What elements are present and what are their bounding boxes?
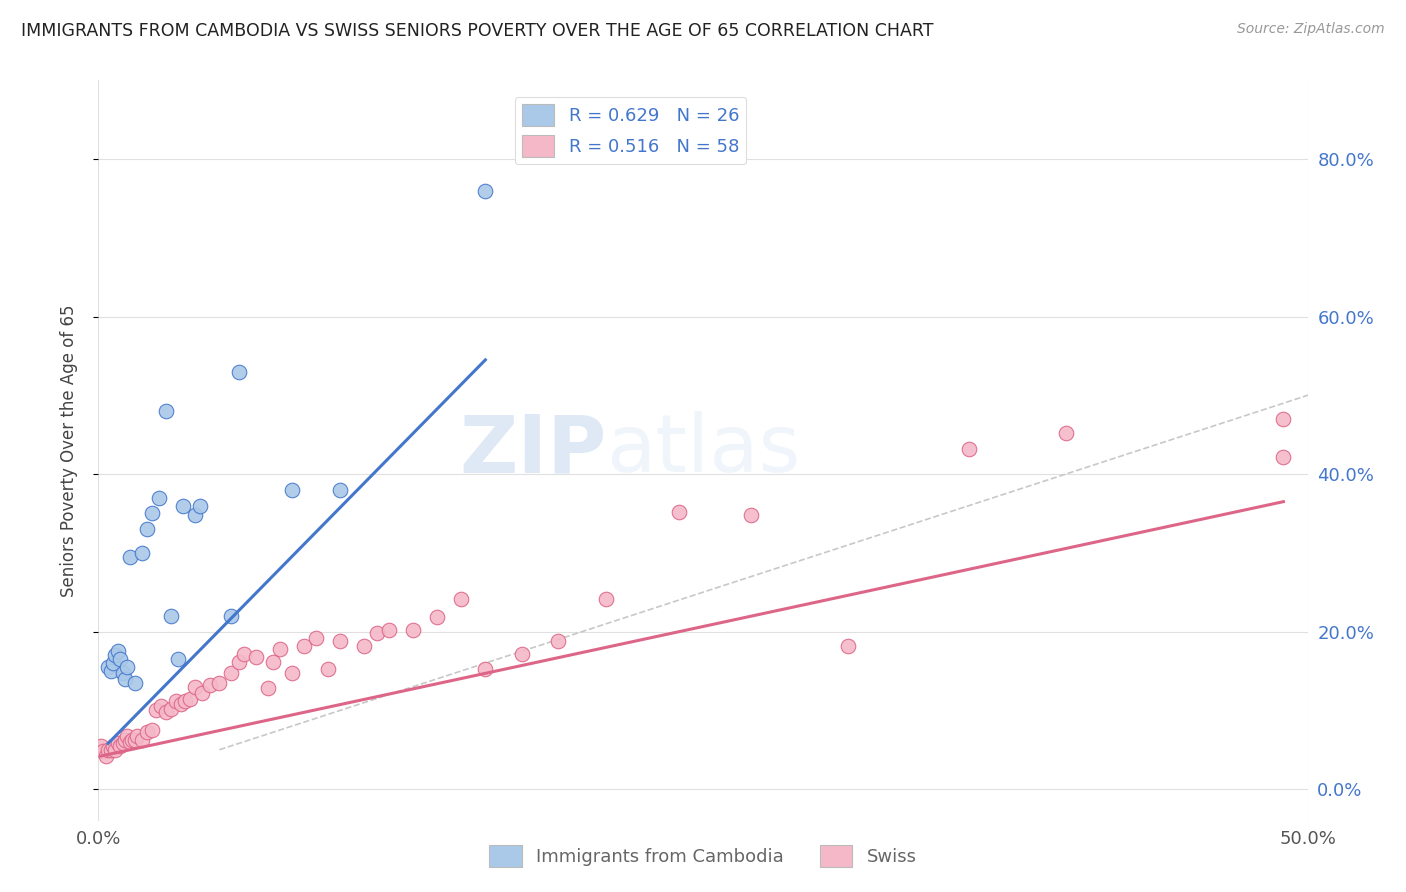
Point	[232, 647, 254, 661]
Point	[172, 499, 194, 513]
Point	[402, 623, 425, 637]
Point	[228, 365, 250, 379]
Y-axis label: Seniors Poverty Over the Age of 65: Seniors Poverty Over the Age of 65	[59, 304, 77, 597]
Point	[121, 733, 143, 747]
Point	[165, 694, 187, 708]
Point	[179, 691, 201, 706]
Legend: Immigrants from Cambodia, Swiss: Immigrants from Cambodia, Swiss	[482, 838, 924, 874]
Point	[188, 499, 211, 513]
Point	[366, 626, 388, 640]
Point	[329, 483, 352, 497]
Point	[377, 623, 399, 637]
Point	[668, 505, 690, 519]
Point	[114, 733, 136, 747]
Point	[117, 660, 139, 674]
Point	[111, 736, 134, 750]
Point	[160, 702, 183, 716]
Point	[118, 549, 141, 564]
Point	[100, 664, 122, 678]
Point	[167, 652, 190, 666]
Point	[281, 483, 304, 497]
Point	[97, 743, 120, 757]
Point	[281, 665, 304, 680]
Point	[957, 442, 980, 456]
Point	[127, 729, 149, 743]
Point	[150, 699, 173, 714]
Point	[114, 672, 136, 686]
Point	[160, 608, 183, 623]
Point	[426, 610, 449, 624]
Point	[91, 744, 114, 758]
Point	[184, 508, 207, 522]
Point	[104, 648, 127, 663]
Point	[107, 736, 129, 750]
Point	[474, 184, 496, 198]
Point	[145, 703, 167, 717]
Point	[228, 655, 250, 669]
Text: atlas: atlas	[606, 411, 800, 490]
Point	[90, 739, 112, 753]
Point	[305, 631, 328, 645]
Point	[262, 655, 284, 669]
Point	[256, 681, 278, 696]
Point	[117, 729, 139, 743]
Point	[108, 652, 131, 666]
Point	[97, 660, 120, 674]
Point	[595, 591, 617, 606]
Point	[131, 733, 153, 747]
Point	[100, 743, 122, 757]
Point	[101, 739, 124, 753]
Point	[104, 743, 127, 757]
Point	[174, 694, 197, 708]
Point	[221, 665, 243, 680]
Point	[141, 723, 163, 737]
Point	[353, 639, 375, 653]
Point	[101, 656, 124, 670]
Text: IMMIGRANTS FROM CAMBODIA VS SWISS SENIORS POVERTY OVER THE AGE OF 65 CORRELATION: IMMIGRANTS FROM CAMBODIA VS SWISS SENIOR…	[21, 22, 934, 40]
Point	[111, 665, 134, 680]
Point	[221, 608, 243, 623]
Point	[124, 675, 146, 690]
Point	[245, 649, 267, 664]
Text: ZIP: ZIP	[458, 411, 606, 490]
Point	[135, 725, 157, 739]
Point	[155, 404, 177, 418]
Point	[1272, 450, 1295, 464]
Point	[1272, 412, 1295, 426]
Point	[510, 647, 533, 661]
Point	[169, 697, 191, 711]
Point	[292, 639, 315, 653]
Point	[108, 739, 131, 753]
Point	[135, 522, 157, 536]
Point	[329, 634, 352, 648]
Point	[94, 749, 117, 764]
Point	[131, 546, 153, 560]
Point	[1054, 426, 1077, 441]
Point	[208, 675, 231, 690]
Point	[184, 680, 207, 694]
Legend: R = 0.629   N = 26, R = 0.516   N = 58: R = 0.629 N = 26, R = 0.516 N = 58	[515, 96, 747, 164]
Point	[141, 507, 163, 521]
Point	[191, 686, 214, 700]
Point	[198, 678, 221, 692]
Point	[837, 639, 859, 653]
Point	[269, 642, 291, 657]
Point	[450, 591, 472, 606]
Point	[107, 644, 129, 658]
Point	[316, 662, 339, 676]
Point	[124, 733, 146, 747]
Point	[740, 508, 762, 522]
Point	[155, 705, 177, 719]
Point	[148, 491, 170, 505]
Point	[118, 735, 141, 749]
Point	[474, 662, 496, 676]
Text: Source: ZipAtlas.com: Source: ZipAtlas.com	[1237, 22, 1385, 37]
Point	[547, 634, 569, 648]
